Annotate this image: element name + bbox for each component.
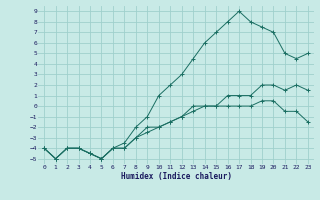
X-axis label: Humidex (Indice chaleur): Humidex (Indice chaleur) <box>121 172 231 181</box>
